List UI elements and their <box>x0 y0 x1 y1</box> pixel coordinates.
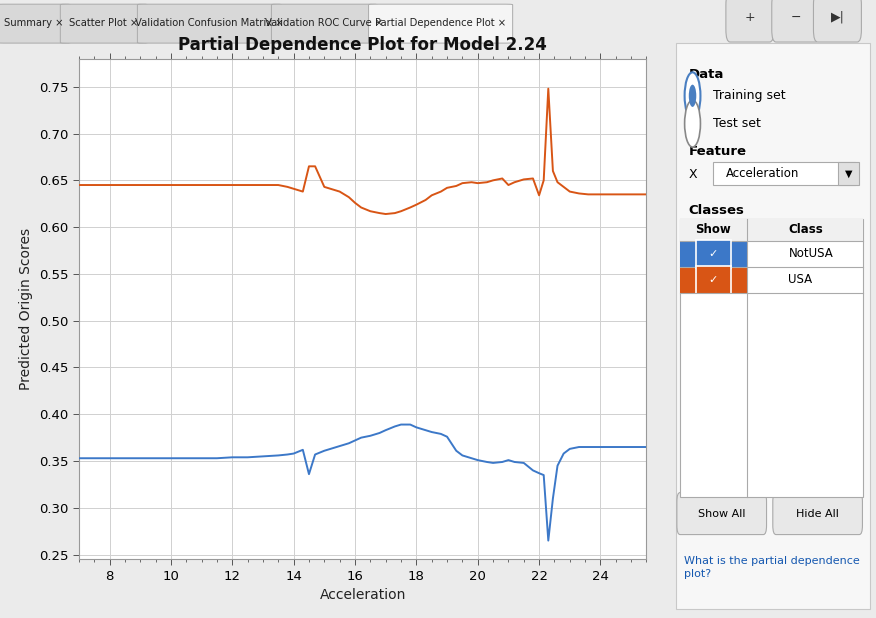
Title: Partial Dependence Plot for Model 2.24: Partial Dependence Plot for Model 2.24 <box>178 36 548 54</box>
FancyBboxPatch shape <box>773 493 863 535</box>
FancyBboxPatch shape <box>369 4 512 43</box>
FancyBboxPatch shape <box>677 493 766 535</box>
Text: Data: Data <box>689 67 724 81</box>
Text: Partial Dependence Plot ×: Partial Dependence Plot × <box>375 18 506 28</box>
Circle shape <box>685 72 701 119</box>
FancyBboxPatch shape <box>272 4 378 43</box>
Text: ✓: ✓ <box>709 249 718 259</box>
FancyBboxPatch shape <box>726 0 774 42</box>
Circle shape <box>689 85 696 107</box>
Bar <box>713 162 855 185</box>
FancyBboxPatch shape <box>696 266 731 294</box>
Circle shape <box>685 100 701 147</box>
Text: Acceleration: Acceleration <box>726 167 799 180</box>
Text: Feature: Feature <box>689 145 746 158</box>
FancyBboxPatch shape <box>696 240 731 268</box>
FancyBboxPatch shape <box>60 4 147 43</box>
Text: Class: Class <box>788 222 823 236</box>
Text: +: + <box>745 11 755 24</box>
Text: Summary ×: Summary × <box>4 18 63 28</box>
Text: ▶|: ▶| <box>830 11 844 24</box>
Bar <box>680 219 864 497</box>
Bar <box>680 267 746 293</box>
FancyBboxPatch shape <box>138 4 281 43</box>
Text: Show All: Show All <box>698 509 745 519</box>
Text: Test set: Test set <box>713 117 761 130</box>
Text: Training set: Training set <box>713 89 786 103</box>
Text: Validation ROC Curve ×: Validation ROC Curve × <box>265 18 384 28</box>
Text: Hide All: Hide All <box>796 509 839 519</box>
Text: Classes: Classes <box>689 203 745 217</box>
FancyBboxPatch shape <box>0 4 70 43</box>
Bar <box>680 218 864 241</box>
FancyBboxPatch shape <box>814 0 861 42</box>
Text: −: − <box>790 11 801 24</box>
Text: NotUSA: NotUSA <box>788 247 833 261</box>
Text: ✓: ✓ <box>709 275 718 285</box>
X-axis label: Acceleration: Acceleration <box>320 588 406 603</box>
Y-axis label: Predicted Origin Scores: Predicted Origin Scores <box>19 228 33 390</box>
Text: USA: USA <box>788 273 813 287</box>
Text: What is the partial dependence
plot?: What is the partial dependence plot? <box>684 556 860 579</box>
Bar <box>680 241 746 267</box>
Text: ▼: ▼ <box>845 169 852 179</box>
Text: X: X <box>689 167 697 181</box>
Text: Show: Show <box>696 222 731 236</box>
Text: Validation Confusion Matrix ×: Validation Confusion Matrix × <box>135 18 284 28</box>
Bar <box>838 162 859 185</box>
FancyBboxPatch shape <box>772 0 820 42</box>
Text: Scatter Plot ×: Scatter Plot × <box>69 18 138 28</box>
